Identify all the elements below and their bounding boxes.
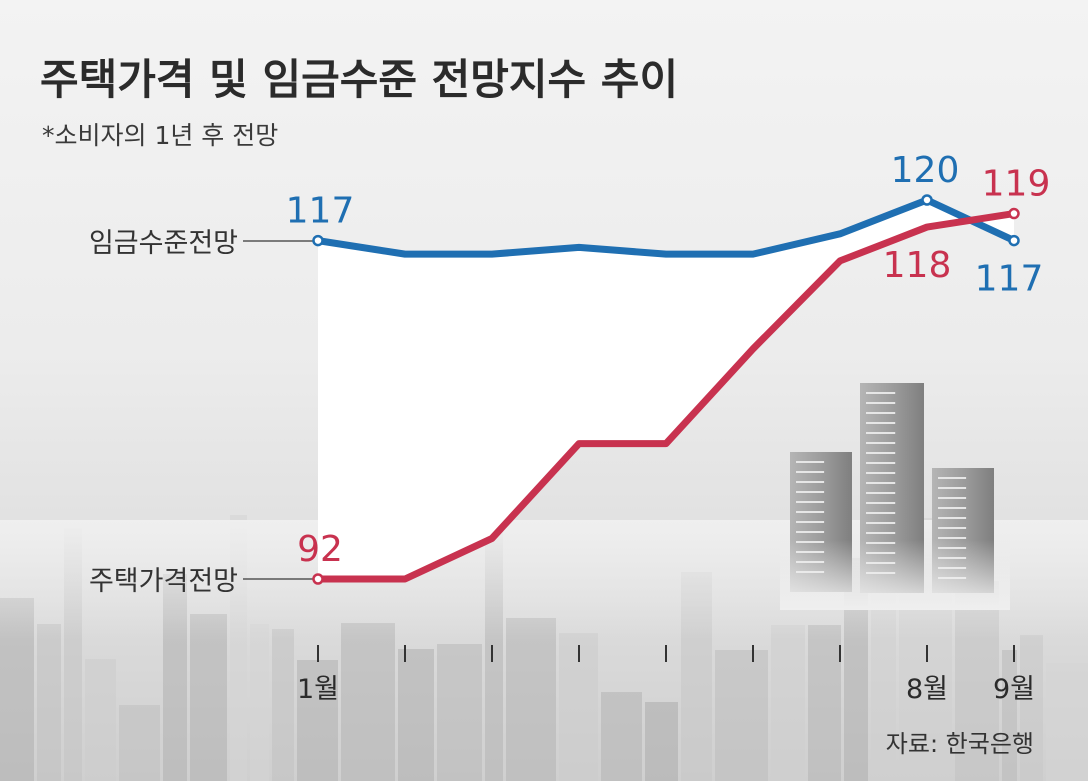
wage-value-label-jan: 117 [286,191,355,232]
area-between-series [318,200,1014,579]
housing-point-sep [1008,207,1020,220]
wage-value-label-sep: 117 [975,259,1044,300]
housing-value-label-jan: 92 [297,529,343,570]
housing-value-label-sep: 119 [982,164,1051,205]
chart-subtitle: *소비자의 1년 후 전망 [42,121,278,150]
chart-title: 주택가격 및 임금수준 전망지수 추이 [40,55,678,104]
x-axis-ticks: 1월 8월 9월 [297,645,1035,705]
wage-point-sep [1008,234,1020,247]
wage-point-aug [921,194,933,206]
x-tick-label: 1월 [297,674,339,705]
source-note: 자료: 한국은행 [886,730,1034,758]
housing-price-outlook-line [314,210,1018,583]
x-tick-label: 8월 [906,674,948,705]
wage-outlook-line [314,196,1018,258]
housing-point-jan [312,573,324,585]
wage-value-label-aug: 120 [891,150,960,191]
housing-value-label-aug: 118 [883,245,952,286]
building-illustration [780,383,1010,610]
x-tick-label: 9월 [993,674,1035,705]
wage-point-jan [312,234,324,247]
wage-series-label: 임금수준전망 [89,228,238,259]
housing-series-label: 주택가격전망 [89,566,238,597]
